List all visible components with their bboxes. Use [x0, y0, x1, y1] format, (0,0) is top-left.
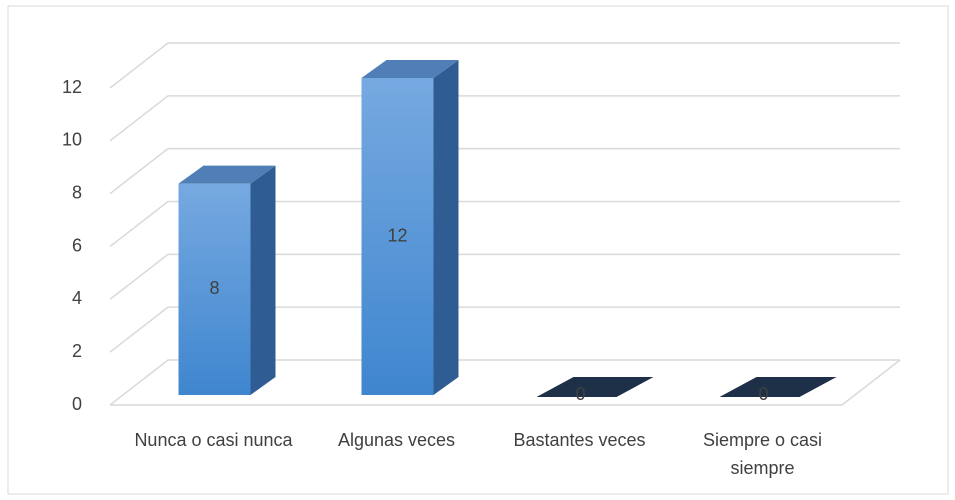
- grid-line: [109, 359, 900, 406]
- grid-line: [109, 147, 900, 195]
- grid-line: [109, 95, 900, 142]
- grid-line: [109, 200, 900, 248]
- data-label: 0: [575, 384, 585, 404]
- grid-line: [109, 306, 900, 353]
- x-tick-label: Bastantes veces: [513, 430, 646, 450]
- y-tick-label: 8: [72, 182, 82, 202]
- x-tick-label: Siempre o casi siempre: [702, 430, 823, 478]
- data-label: 12: [387, 225, 407, 245]
- bar-top: [361, 60, 459, 78]
- y-tick-label: 6: [72, 235, 82, 255]
- bar-side: [433, 60, 459, 395]
- grid-line: [109, 253, 900, 300]
- y-tick-label: 2: [72, 341, 82, 361]
- x-tick-label: Algunas veces: [337, 430, 456, 450]
- data-label: 8: [209, 278, 219, 298]
- grid-line: [109, 42, 900, 89]
- y-tick-label: 4: [72, 288, 82, 308]
- floor-edge: [841, 359, 901, 406]
- bar-top: [178, 165, 276, 184]
- bar: [719, 377, 837, 397]
- data-label: 0: [758, 384, 768, 404]
- bar-side: [250, 165, 276, 395]
- x-tick-label: Nunca o casi nunca: [134, 430, 293, 450]
- bar: [536, 377, 654, 397]
- y-tick-label: 10: [62, 130, 82, 150]
- bar: [178, 183, 251, 395]
- y-tick-label: 12: [62, 77, 82, 97]
- chart-border: [7, 5, 949, 495]
- bar: [361, 78, 434, 395]
- y-tick-label: 0: [72, 394, 82, 414]
